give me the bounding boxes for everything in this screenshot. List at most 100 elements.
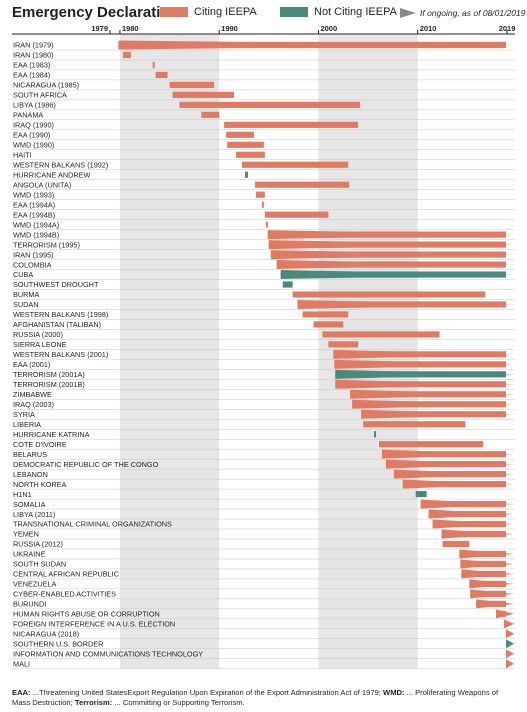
row-label: HURRICANE ANDREW — [13, 170, 91, 179]
ongoing-arrow — [334, 359, 514, 369]
ongoing-arrow — [393, 469, 514, 479]
legend-swatch-citing — [160, 7, 188, 17]
row-label: EAA (2001) — [13, 360, 50, 369]
bar-citing — [169, 81, 215, 89]
row-label: HURRICANE KATRINA — [13, 430, 90, 439]
row-label: TRANSNATIONAL CRIMINAL ORGANIZATIONS — [13, 520, 172, 529]
row-label: NICARAGUA (2018) — [13, 630, 79, 639]
x-tick-label: 2000 — [320, 24, 337, 33]
footnote: EAA: ...Threatening United StatesExport … — [12, 688, 517, 708]
decade-band — [119, 34, 220, 669]
chart-title: Emergency Declarations — [12, 4, 188, 21]
row-label: BURUNDI — [13, 600, 46, 609]
bar-citing — [242, 161, 349, 168]
row-label: SOUTHERN U.S. BORDER — [13, 639, 103, 648]
bar-citing — [442, 540, 470, 548]
ongoing-arrow — [476, 599, 514, 609]
footnote-terror-term: Terrorism: — [74, 698, 113, 707]
row-label: WMD (1994A) — [13, 220, 59, 229]
footnote-wmd-text: ... Proliferating Weapons of Mass Destru… — [12, 688, 499, 707]
legend-label-not-citing: Not Citing IEEPA — [314, 6, 397, 18]
row-label: SOUTHWEST DROUGHT — [13, 280, 99, 289]
row-label: WESTERN BALKANS (1998) — [13, 310, 108, 319]
row-label: SIERRA LEONE — [13, 340, 67, 349]
row-label: TERRORISM (2001A) — [13, 370, 85, 379]
ongoing-arrow — [459, 549, 514, 559]
ongoing-arrow — [420, 499, 514, 509]
row-label: WESTERN BALKANS (2001) — [13, 350, 108, 359]
ongoing-arrow — [276, 260, 514, 270]
row-label: COTE D'IVOIRE — [13, 440, 67, 449]
ongoing-arrow — [506, 639, 514, 649]
legend-citing-ieepa: Citing IEEPA — [160, 6, 257, 18]
footnote-eaa-text: ...Threatening United StatesExport Regul… — [30, 688, 384, 697]
legend-not-citing-ieepa: Not Citing IEEPA — [280, 6, 397, 18]
bar-citing — [378, 441, 484, 448]
ongoing-arrow — [469, 579, 514, 589]
bar-citing — [264, 211, 329, 218]
ongoing-arrow — [504, 619, 514, 629]
row-label: IRAN (1995) — [13, 250, 54, 259]
row-label: BURMA — [13, 290, 39, 299]
ongoing-arrow — [381, 449, 514, 459]
row-label: MALI — [13, 659, 30, 668]
bar-citing — [261, 201, 264, 208]
ongoing-arrow — [268, 240, 514, 250]
row-label: EAA (1994B) — [13, 210, 55, 219]
ongoing-arrow — [461, 569, 514, 579]
row-label: EAA (1994A) — [13, 200, 55, 209]
row-label: RUSSIA (2012) — [13, 540, 63, 549]
ongoing-arrow — [333, 349, 514, 359]
row-label: HAITI — [13, 150, 32, 159]
row-label: IRAN (1980) — [13, 51, 54, 60]
row-label: UKRAINE — [13, 550, 46, 559]
row-label: CUBA — [13, 270, 33, 279]
x-tick-label: 1980 — [122, 24, 139, 33]
ongoing-arrow — [280, 270, 514, 280]
bar-citing — [302, 311, 349, 318]
row-label: EAA (1990) — [13, 131, 50, 140]
ongoing-arrow — [118, 40, 514, 50]
row-label: RUSSIA (2000) — [13, 330, 63, 339]
row-label: FOREIGN INTERFERENCE IN A U.S. ELECTION — [13, 620, 175, 629]
ongoing-arrow — [506, 659, 514, 669]
bar-not-citing — [244, 171, 248, 178]
row-label: WMD (1990) — [13, 140, 54, 149]
ongoing-arrow — [361, 409, 514, 419]
ongoing-arrow — [270, 250, 514, 260]
row-label: SOMALIA — [13, 500, 46, 509]
ongoing-arrow-icon — [400, 8, 416, 18]
bar-not-citing — [282, 281, 293, 288]
ongoing-arrow — [335, 369, 514, 379]
bar-citing — [122, 51, 131, 59]
ongoing-arrow — [402, 479, 514, 489]
bar-citing — [226, 131, 254, 138]
x-tick-label: 2019 — [499, 24, 516, 33]
bar-citing — [313, 321, 344, 328]
x-tick-label: 1979 — [91, 24, 108, 33]
row-label: EAA (1984) — [13, 71, 50, 80]
bar-citing — [172, 91, 235, 98]
row-label: NICARAGUA (1985) — [13, 81, 79, 90]
legend-swatch-not-citing — [280, 7, 308, 17]
bar-citing — [179, 101, 361, 108]
x-tick-label: 1990 — [221, 24, 238, 33]
row-label: LEBANON — [13, 470, 48, 479]
row-label: HUMAN RIGHTS ABUSE OR CORRUPTION — [13, 610, 160, 619]
footnote-terror-text: ... Committing or Supporting Terrorism. — [112, 698, 245, 707]
row-label: AFGHANISTAN (TALIBAN) — [13, 320, 101, 329]
legend-label-citing: Citing IEEPA — [194, 6, 257, 18]
footnote-eaa-term: EAA: — [12, 688, 31, 697]
row-label: TERRORISM (1995) — [13, 240, 80, 249]
ongoing-arrow — [385, 459, 514, 469]
row-label: IRAN (1979) — [13, 41, 54, 50]
row-label: WESTERN BALKANS (1992) — [13, 160, 108, 169]
row-label: INFORMATION AND COMMUNICATIONS TECHNOLOG… — [13, 649, 203, 658]
row-label: IRAQ (2003) — [13, 400, 54, 409]
ongoing-arrow — [506, 629, 514, 639]
bar-citing — [328, 341, 359, 348]
footnote-wmd-term: WMD: — [383, 688, 405, 697]
row-label: COLOMBIA — [13, 260, 52, 269]
row-label: DEMOCRATIC REPUBLIC OF THE CONGO — [13, 460, 159, 469]
row-label: ANGOLA (UNITA) — [13, 180, 71, 189]
